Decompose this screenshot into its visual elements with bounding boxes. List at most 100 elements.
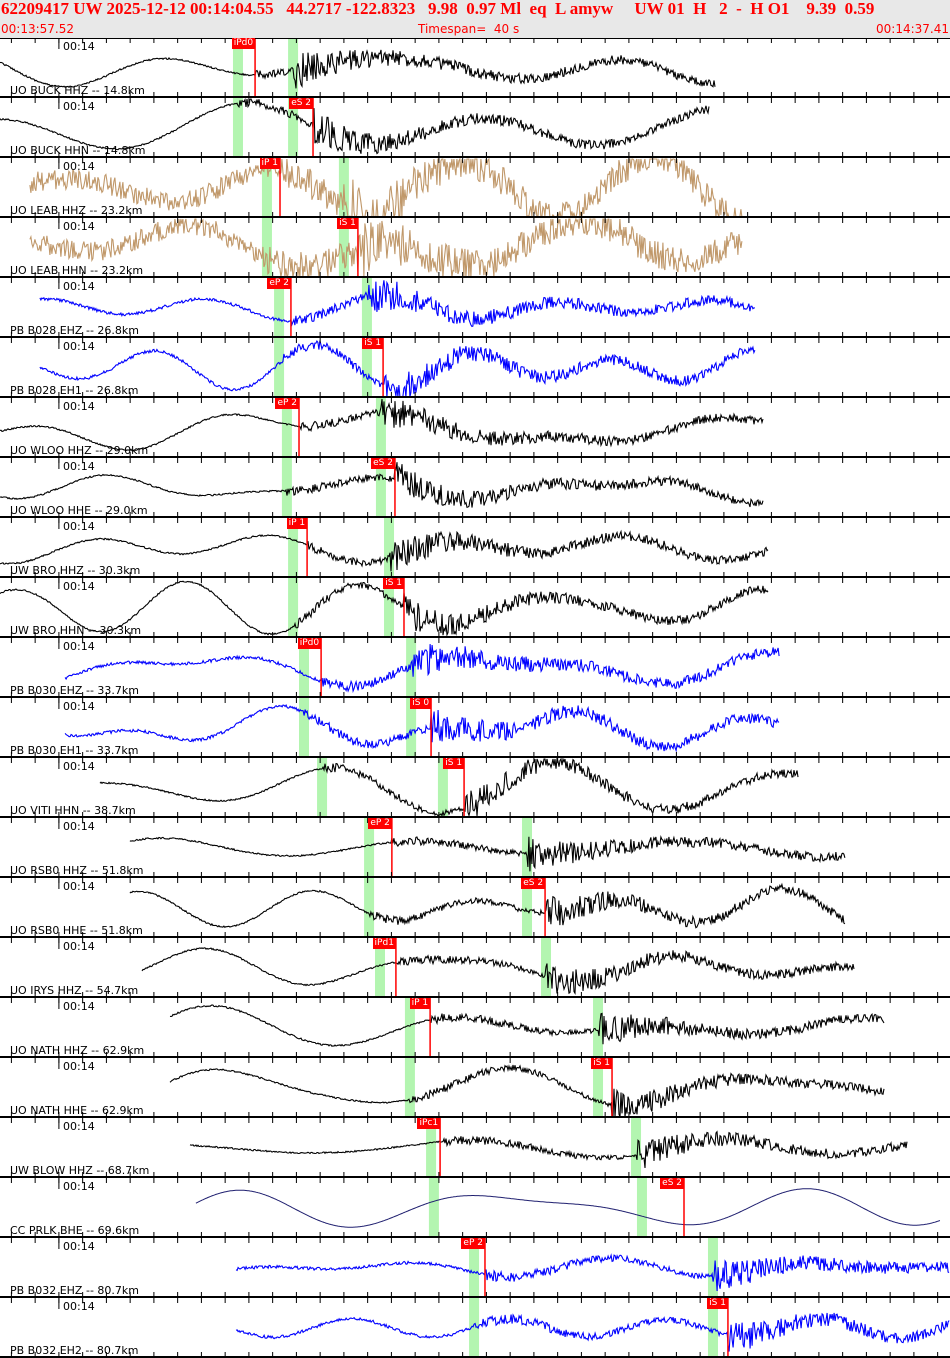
pick-flag[interactable]: iP 1 bbox=[409, 998, 431, 1009]
trace-plot bbox=[0, 1298, 950, 1358]
trace-panel[interactable]: 00:14 UW BRO HHN -- 30.3km iS 1 bbox=[0, 578, 950, 638]
trace-panel[interactable]: 00:14 UO BUCK HHZ -- 14.8km iPd0 bbox=[0, 38, 950, 98]
waveform-panels: 00:14 UO BUCK HHZ -- 14.8km iPd0 00:14 UO BU… bbox=[0, 38, 950, 1358]
trace-panel[interactable]: 00:14 UO RSB0 HHE -- 51.8km eS 2 bbox=[0, 878, 950, 938]
pick-flag[interactable]: iPc1 bbox=[417, 1118, 441, 1129]
theoretical-s-marker bbox=[406, 698, 417, 758]
theoretical-p-marker bbox=[404, 1058, 415, 1118]
trace-panel[interactable]: 00:14 PB B028 EH1 -- 26.8km iS 1 bbox=[0, 338, 950, 398]
pick-flag[interactable]: iPd0 bbox=[297, 638, 322, 649]
waveform-trace bbox=[169, 1064, 885, 1118]
waveform-trace bbox=[99, 758, 799, 818]
minute-tick-label: 00:14 bbox=[63, 700, 95, 713]
trace-panel[interactable]: 00:14 PB B030 EHZ -- 33.7km iPd0 bbox=[0, 638, 950, 698]
theoretical-p-marker bbox=[375, 938, 385, 998]
trace-panel[interactable]: 00:14 UW BLOW HHZ -- 68.7km iPc1 bbox=[0, 1118, 950, 1178]
channel-label: UO VITI HHN -- 38.7km bbox=[10, 804, 136, 817]
theoretical-s-marker bbox=[361, 278, 372, 338]
channel-label: UO NATH HHZ -- 62.9km bbox=[10, 1044, 145, 1057]
trace-panel[interactable]: 00:14 PB B030 EH1 -- 33.7km iS 0 bbox=[0, 698, 950, 758]
trace-panel[interactable]: 00:14 PB B032 EHZ -- 80.7km eP 2 bbox=[0, 1238, 950, 1298]
theoretical-p-marker bbox=[288, 518, 299, 578]
channel-label: UO WLOO HHE -- 29.0km bbox=[10, 504, 148, 517]
theoretical-s-marker bbox=[288, 98, 299, 158]
trace-plot bbox=[0, 218, 950, 278]
theoretical-p-marker bbox=[281, 398, 292, 458]
trace-panel[interactable]: 00:14 PB B028 EHZ -- 26.8km eP 2 bbox=[0, 278, 950, 338]
theoretical-s-marker bbox=[406, 638, 417, 698]
trace-panel[interactable]: 00:14 UO NATH HHZ -- 62.9km iP 1 bbox=[0, 998, 950, 1058]
minute-tick-label: 00:14 bbox=[63, 160, 95, 173]
theoretical-s-marker bbox=[437, 758, 448, 818]
waveform-trace bbox=[64, 644, 780, 694]
theoretical-p-marker bbox=[428, 1178, 439, 1238]
channel-label: PB B028 EH1 -- 26.8km bbox=[10, 384, 139, 397]
trace-panel[interactable]: 00:14 UO BUCK HHN -- 14.8km eS 2 bbox=[0, 98, 950, 158]
theoretical-s-marker bbox=[522, 878, 533, 938]
trace-plot bbox=[0, 278, 950, 338]
theoretical-p-marker bbox=[232, 38, 243, 98]
channel-label: UW BRO HHZ -- 30.3km bbox=[10, 564, 141, 577]
channel-label: UO LEAB HHN -- 23.2km bbox=[10, 264, 144, 277]
pick-flag[interactable]: iS 1 bbox=[443, 758, 465, 769]
trace-plot bbox=[0, 638, 950, 698]
theoretical-s-marker bbox=[384, 578, 395, 638]
theoretical-p-marker bbox=[364, 878, 375, 938]
minute-tick-label: 00:14 bbox=[63, 940, 95, 953]
trace-panel[interactable]: 00:14 UO LEAB HHZ -- 23.2km iP 1 bbox=[0, 158, 950, 218]
trace-panel[interactable]: 00:14 UW BRO HHZ -- 30.3km iP 1 bbox=[0, 518, 950, 578]
pick-flag[interactable]: eS 2 bbox=[521, 878, 546, 889]
pick-flag[interactable]: iPd0 bbox=[231, 38, 256, 49]
trace-plot bbox=[0, 1178, 950, 1238]
waveform-trace bbox=[235, 1253, 950, 1292]
theoretical-p-marker bbox=[426, 1118, 437, 1178]
pick-flag[interactable]: iS 1 bbox=[337, 218, 358, 229]
minute-tick-label: 00:14 bbox=[63, 1240, 95, 1253]
waveform-trace bbox=[0, 98, 710, 155]
minute-tick-label: 00:14 bbox=[63, 580, 95, 593]
pick-flag[interactable]: iPd1 bbox=[372, 938, 396, 949]
waveform-trace bbox=[141, 947, 855, 995]
pick-flag[interactable]: eP 2 bbox=[275, 398, 300, 409]
channel-label: PB B030 EH1 -- 33.7km bbox=[10, 744, 139, 757]
window-start-time: 00:13:57.52 bbox=[1, 22, 74, 36]
pick-flag[interactable]: eP 2 bbox=[267, 278, 291, 289]
trace-panel[interactable]: 00:14 UO WLOO HHE -- 29.0km eS 2 bbox=[0, 458, 950, 518]
channel-label: CC PRLK BHE -- 69.6km bbox=[10, 1224, 140, 1237]
trace-panel[interactable]: 00:14 UO LEAB HHN -- 23.2km iS 1 bbox=[0, 218, 950, 278]
theoretical-p-marker bbox=[232, 98, 243, 158]
trace-panel[interactable]: 00:14 PB B032 EH2 -- 80.7km iS 1 bbox=[0, 1298, 950, 1358]
pick-flag[interactable]: iP 1 bbox=[286, 518, 308, 529]
trace-panel[interactable]: 00:14 UO VITI HHN -- 38.7km iS 1 bbox=[0, 758, 950, 818]
theoretical-s-marker bbox=[593, 998, 604, 1058]
theoretical-p-marker bbox=[299, 698, 309, 758]
pick-flag[interactable]: iS 1 bbox=[707, 1298, 728, 1309]
channel-label: UO LEAB HHZ -- 23.2km bbox=[10, 204, 143, 217]
trace-panel[interactable]: 00:14 UO RSB0 HHZ -- 51.8km eP 2 bbox=[0, 818, 950, 878]
pick-flag[interactable]: iS 1 bbox=[591, 1058, 613, 1069]
pick-flag[interactable]: iS 0 bbox=[410, 698, 432, 709]
waveform-trace bbox=[0, 398, 764, 452]
theoretical-s-marker bbox=[707, 1238, 718, 1298]
trace-plot bbox=[0, 398, 950, 458]
theoretical-p-marker bbox=[261, 218, 272, 278]
pick-flag[interactable]: eS 2 bbox=[660, 1178, 684, 1189]
minute-tick-label: 00:14 bbox=[63, 1120, 95, 1133]
pick-flag[interactable]: iP 1 bbox=[259, 158, 281, 169]
trace-panel[interactable]: 00:14 UO NATH HHE -- 62.9km iS 1 bbox=[0, 1058, 950, 1118]
minute-tick-label: 00:14 bbox=[63, 880, 95, 893]
trace-panel[interactable]: 00:14 CC PRLK BHE -- 69.6km eS 2 bbox=[0, 1178, 950, 1238]
trace-panel[interactable]: 00:14 UO WLOO HHZ -- 29.0km eP 2 bbox=[0, 398, 950, 458]
minute-tick-label: 00:14 bbox=[63, 220, 95, 233]
trace-panel[interactable]: 00:14 UO IRYS HHZ -- 54.7km iPd1 bbox=[0, 938, 950, 998]
pick-flag[interactable]: iS 1 bbox=[362, 338, 384, 349]
pick-flag[interactable]: iS 1 bbox=[383, 578, 404, 589]
minute-tick-label: 00:14 bbox=[63, 460, 95, 473]
pick-flag[interactable]: eS 2 bbox=[371, 458, 395, 469]
minute-tick-label: 00:14 bbox=[63, 280, 95, 293]
pick-flag[interactable]: eS 2 bbox=[289, 98, 314, 109]
pick-flag[interactable]: eP 2 bbox=[368, 818, 392, 829]
trace-plot bbox=[0, 38, 950, 98]
pick-flag[interactable]: eP 2 bbox=[461, 1238, 485, 1249]
minute-tick-label: 00:14 bbox=[63, 1180, 95, 1193]
